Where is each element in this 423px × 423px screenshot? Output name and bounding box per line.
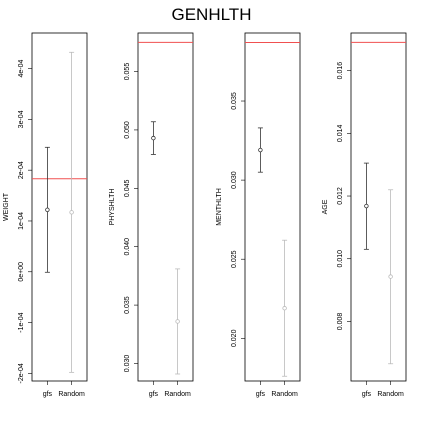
y-axis-label: PHYSHLTH [109, 189, 116, 226]
y-tick-label: 0.055 [124, 63, 131, 81]
gfs-mean-point [364, 203, 369, 209]
y-tick-label: 0.040 [124, 238, 131, 256]
panel-4: 0.008 0.010 0.012 0.014 0.016 AGE gfs Random [322, 32, 407, 398]
panels-group: -2e-04 -1e-04 0e+00 1e-04 2e-04 3e-04 4e-04 WEI… [3, 32, 407, 398]
x-tick-label: Random [58, 391, 85, 398]
chart-title: GENHLTH [172, 5, 252, 24]
y-tick-label: 0.012 [337, 187, 344, 205]
y-tick-label: 4e-04 [18, 60, 25, 78]
y-tick-label: 0.025 [231, 250, 238, 268]
x-tick-label: gfs [43, 391, 53, 398]
x-tick-label: gfs [362, 391, 372, 398]
gfs-mean-point [45, 207, 50, 212]
y-tick-label: 0.016 [337, 62, 344, 80]
gfs-mean-point [258, 147, 263, 153]
y-tick-label: 0.030 [231, 171, 238, 189]
y-tick-label: -1e-04 [18, 312, 25, 332]
y-tick-label: 0.014 [337, 124, 344, 142]
y-axis-label: AGE [322, 199, 329, 214]
y-tick-label: 0.050 [124, 121, 131, 139]
random-mean-point [69, 210, 74, 215]
y-tick-label: 0.010 [337, 250, 344, 268]
y-tick-label: 0e+00 [18, 262, 25, 282]
panel-2: 0.030 0.035 0.040 0.045 0.050 0.055 PHYSHLTH gf… [109, 32, 194, 398]
x-tick-label: gfs [256, 391, 266, 398]
x-tick-label: Random [271, 391, 298, 398]
x-tick-label: Random [377, 391, 404, 398]
y-axis-label: MENTHLTH [216, 188, 223, 226]
y-tick-label: 0.030 [124, 355, 131, 373]
y-tick-label: 0.035 [124, 296, 131, 314]
random-mean-point [388, 274, 393, 279]
panel-frame [137, 32, 194, 382]
y-tick-label: 1e-04 [18, 212, 25, 230]
panel-frame [244, 32, 301, 382]
y-tick-label: 0.045 [124, 179, 131, 197]
y-tick-label: 2e-04 [18, 161, 25, 179]
x-tick-label: Random [164, 391, 191, 398]
y-tick-label: 0.020 [231, 329, 238, 347]
random-mean-point [282, 306, 287, 311]
x-tick-label: gfs [149, 391, 159, 398]
gfs-mean-point [151, 135, 156, 141]
panel-frame [350, 32, 407, 382]
panel-1: -2e-04 -1e-04 0e+00 1e-04 2e-04 3e-04 4e-04 WEI… [3, 32, 88, 398]
panel-frame [31, 32, 88, 382]
y-axis-label: WEIGHT [3, 192, 10, 221]
panel-3: 0.020 0.025 0.030 0.035 MENTHLTH gfs Random [216, 32, 301, 398]
y-tick-label: 0.008 [337, 313, 344, 331]
y-tick-label: 0.035 [231, 92, 238, 110]
random-mean-point [175, 319, 180, 324]
y-tick-label: -2e-04 [18, 363, 25, 383]
y-tick-label: 3e-04 [18, 110, 25, 128]
